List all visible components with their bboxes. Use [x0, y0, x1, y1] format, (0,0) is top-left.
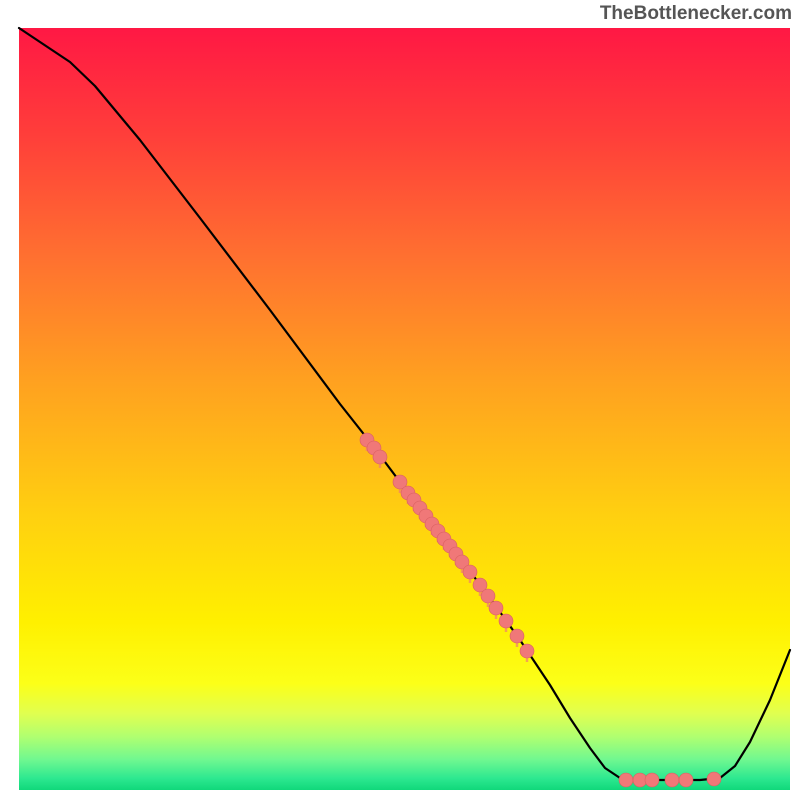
chart-container: TheBottlenecker.com [0, 0, 800, 800]
data-marker [463, 565, 477, 579]
data-marker [645, 773, 659, 787]
data-markers [360, 433, 721, 787]
data-marker [679, 773, 693, 787]
bottleneck-curve [19, 28, 790, 780]
data-marker [520, 644, 534, 658]
data-marker [619, 773, 633, 787]
attribution-text: TheBottlenecker.com [600, 3, 792, 25]
data-marker [510, 629, 524, 643]
data-marker [489, 601, 503, 615]
data-marker [481, 589, 495, 603]
data-marker [707, 772, 721, 786]
data-marker [665, 773, 679, 787]
plot-overlay [0, 0, 800, 800]
data-marker [373, 450, 387, 464]
data-marker [499, 614, 513, 628]
